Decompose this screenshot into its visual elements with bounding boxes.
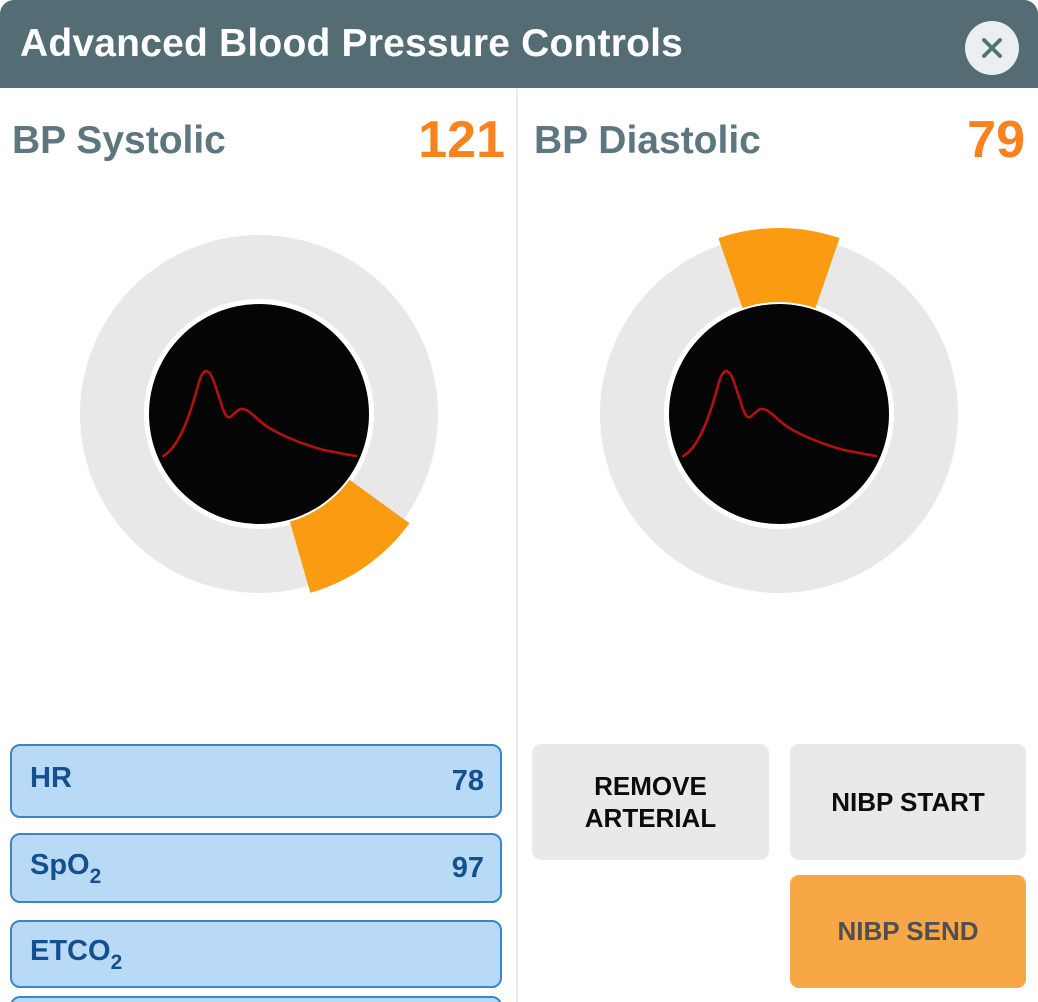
- close-button[interactable]: [965, 21, 1019, 75]
- dialog-title: Advanced Blood Pressure Controls: [20, 22, 684, 65]
- remove-arterial-button[interactable]: REMOVE ARTERIAL: [532, 744, 769, 860]
- close-icon: [982, 38, 1002, 58]
- vital-value: 78: [451, 764, 484, 797]
- vital-row-spo2[interactable]: SpO2 97: [10, 833, 502, 903]
- systolic-value: 121: [418, 111, 505, 169]
- vital-row-partial[interactable]: [10, 996, 502, 1002]
- vital-label: SpO2: [30, 849, 102, 888]
- dial-screen: [669, 304, 889, 524]
- vital-row-etco2[interactable]: ETCO2: [10, 920, 502, 988]
- vital-label: HR: [30, 762, 72, 795]
- dial-wedge-indicator[interactable]: [289, 479, 410, 593]
- systolic-dial-knob[interactable]: [59, 214, 459, 614]
- nibp-send-button[interactable]: NIBP SEND: [790, 875, 1026, 988]
- dial-screen: [149, 304, 369, 524]
- diastolic-label: BP Diastolic: [534, 119, 761, 162]
- nibp-start-button[interactable]: NIBP START: [790, 744, 1026, 860]
- arterial-waveform: [161, 369, 358, 458]
- vital-row-hr[interactable]: HR 78: [10, 744, 502, 818]
- dial-wedge-indicator[interactable]: [718, 227, 840, 309]
- arterial-waveform: [681, 369, 878, 458]
- diastolic-dial-knob[interactable]: [579, 214, 979, 614]
- diastolic-value: 79: [967, 111, 1025, 169]
- vital-value: 97: [451, 851, 484, 884]
- dialog-header: Advanced Blood Pressure Controls: [0, 0, 1038, 88]
- vital-label: ETCO2: [30, 935, 123, 974]
- panel-divider: [516, 88, 518, 1002]
- systolic-label: BP Systolic: [12, 119, 226, 162]
